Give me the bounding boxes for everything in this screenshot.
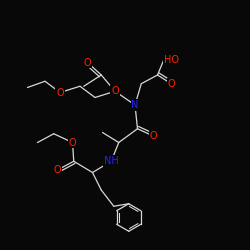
Text: N: N (131, 100, 139, 110)
Text: O: O (84, 58, 91, 68)
Text: O: O (69, 138, 76, 147)
Text: HO: HO (164, 55, 179, 65)
Text: O: O (54, 165, 61, 175)
Text: NH: NH (104, 156, 119, 166)
Text: O: O (150, 131, 158, 141)
Text: O: O (56, 88, 64, 98)
Text: O: O (111, 86, 119, 96)
Text: O: O (168, 79, 175, 89)
